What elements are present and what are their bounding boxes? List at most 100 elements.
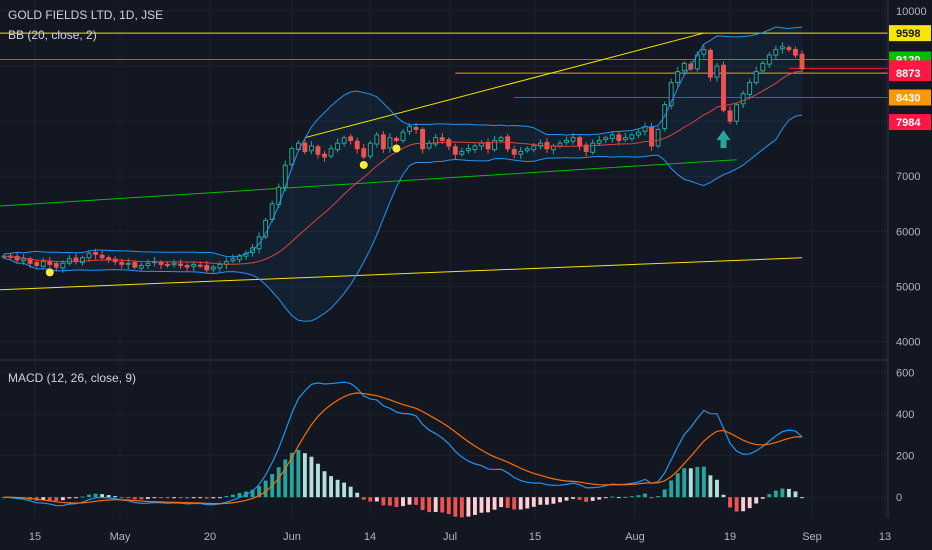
macd-histogram — [2, 450, 804, 518]
price-tag — [889, 25, 931, 42]
macd-histogram-bar — [276, 467, 281, 498]
macd-histogram-bar — [414, 497, 419, 505]
candle-body — [184, 264, 190, 268]
macd-line — [3, 381, 803, 507]
macd-histogram-bar — [113, 496, 118, 498]
candle-body — [80, 257, 85, 263]
candle-body — [217, 263, 223, 269]
macd-histogram-bar — [355, 492, 360, 498]
candle-body — [492, 139, 498, 151]
macd-histogram-bar — [649, 497, 654, 499]
candle-body — [367, 142, 373, 157]
candle-body — [740, 93, 746, 105]
macd-histogram-bar — [100, 494, 105, 498]
macd-histogram-bar — [701, 466, 706, 498]
price-tag-label: 8430 — [896, 92, 920, 104]
macd-histogram-bar — [767, 494, 772, 498]
candle-body — [498, 137, 504, 141]
macd-histogram-bar — [721, 494, 726, 498]
bollinger-band-lines — [3, 26, 803, 322]
macd-histogram-bar — [760, 497, 765, 499]
price-tag — [889, 89, 931, 106]
candle-body — [178, 263, 184, 266]
candle-body — [394, 138, 399, 141]
candle-body — [479, 142, 484, 147]
candle-body — [165, 263, 170, 266]
macd-histogram-bar — [473, 497, 477, 515]
candle-body — [799, 53, 805, 70]
candle-body — [263, 219, 269, 238]
macd-histogram-bar — [172, 497, 177, 499]
candle-body — [237, 255, 242, 261]
macd-histogram-bar — [191, 497, 196, 499]
macd-histogram-bar — [368, 497, 373, 502]
time-axis-tick: 15 — [29, 531, 41, 543]
macd-histogram-bar — [603, 497, 608, 499]
candle-body — [518, 150, 524, 155]
candle-body — [439, 137, 445, 141]
macd-histogram-bar — [159, 497, 163, 499]
macd-histogram-bar — [132, 497, 137, 500]
macd-histogram-bar — [296, 450, 301, 498]
price-tag-label: 9598 — [896, 28, 920, 40]
candle-body — [721, 64, 726, 111]
candle-body — [210, 266, 216, 270]
macd-histogram-bar — [316, 463, 320, 498]
macd-histogram-bar — [185, 497, 190, 499]
candle-body — [380, 134, 386, 150]
bb-lower-line — [3, 114, 803, 322]
macd-histogram-bar — [119, 497, 124, 499]
yellow-signal-dot — [359, 160, 368, 169]
candle-body — [465, 148, 471, 152]
macd-histogram-bar — [505, 497, 510, 508]
macd-histogram-bar — [67, 497, 72, 499]
candle-body — [629, 134, 635, 140]
time-axis-tick: 19 — [724, 531, 736, 543]
macd-histogram-bar — [688, 468, 693, 498]
macd-histogram-bar — [361, 497, 366, 500]
candle-body — [616, 134, 622, 141]
macd-histogram-bar — [459, 497, 464, 518]
candle-body — [354, 140, 360, 150]
candle-body — [596, 139, 602, 144]
candle-body — [322, 153, 327, 158]
macd-histogram-bar — [715, 479, 719, 498]
price-axis-tick: 5000 — [896, 281, 920, 293]
candle-body — [649, 127, 655, 147]
candle-body — [773, 49, 779, 56]
macd-histogram-bar — [106, 495, 111, 498]
candle-body — [171, 262, 177, 266]
candle-body — [622, 137, 628, 141]
macd-histogram-bar — [734, 497, 739, 512]
candle-body — [544, 141, 550, 150]
price-axis-tick: 10000 — [896, 6, 927, 18]
macd-legend: MACD (12, 26, close, 9) — [8, 371, 137, 385]
macd-histogram-bar — [178, 497, 183, 499]
macd-histogram-bar — [708, 475, 713, 498]
macd-histogram-bar — [126, 497, 131, 499]
macd-histogram-bar — [662, 489, 667, 498]
macd-axis-tick: 400 — [896, 409, 914, 421]
candle-body — [40, 261, 46, 267]
candle-body — [786, 47, 792, 51]
candle-body — [760, 62, 766, 72]
candle-body — [145, 262, 151, 266]
candle-body — [609, 134, 615, 140]
macd-histogram-bar — [47, 497, 52, 501]
macd-histogram-bar — [401, 497, 405, 507]
candle-body — [361, 148, 367, 158]
candle-body — [60, 262, 66, 269]
macd-histogram-bar — [139, 497, 144, 500]
yellow-signal-dot — [392, 144, 401, 153]
candle-body — [446, 139, 452, 147]
candle-body — [537, 142, 543, 147]
macd-histogram-bar — [309, 456, 314, 498]
candle-body — [341, 137, 347, 144]
candle-body — [302, 142, 308, 152]
trend-lines — [0, 32, 888, 291]
macd-histogram-bar — [479, 497, 484, 513]
candle-body — [256, 236, 262, 250]
candle-body — [53, 263, 59, 268]
macd-histogram-bar — [486, 497, 490, 513]
